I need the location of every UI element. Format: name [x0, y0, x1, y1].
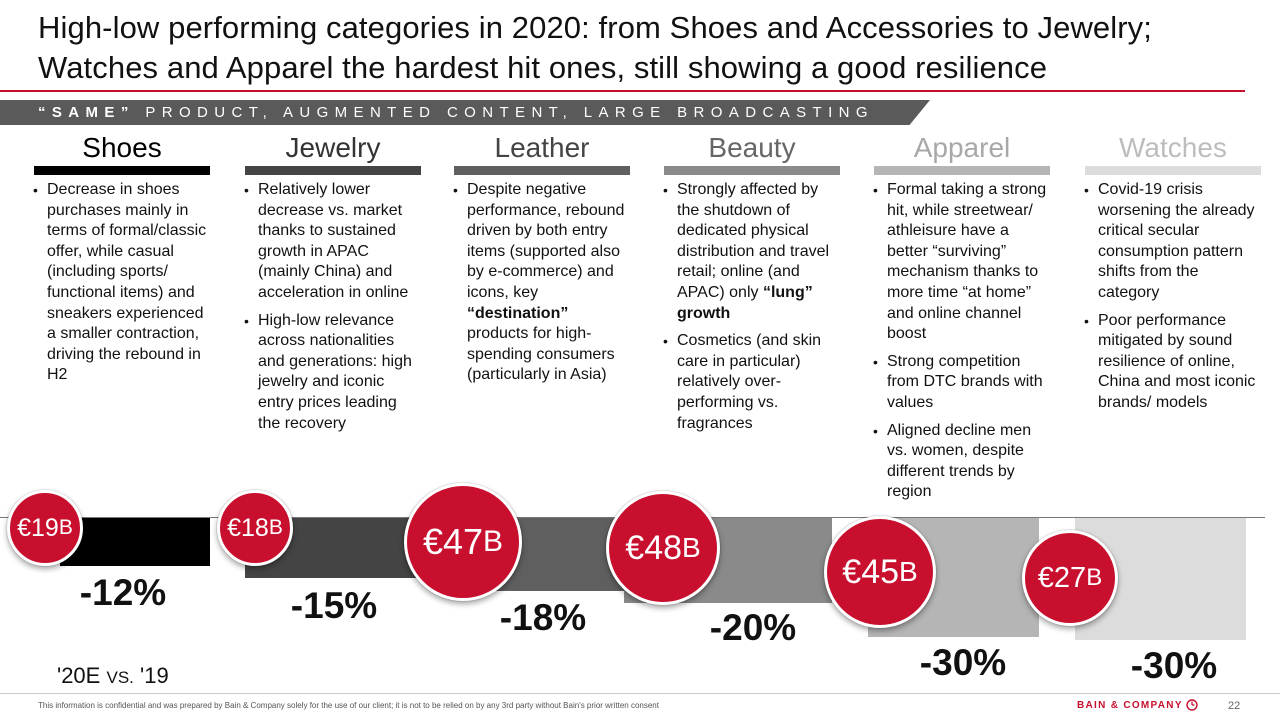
change-label-shoes: -12% — [79, 572, 167, 613]
slide-title: High-low performing categories in 2020: … — [38, 10, 1152, 85]
bullet-text: Strongly affected by the shutdown of ded… — [677, 181, 830, 301]
bullet-item: Decrease in shoes purchases mainly in te… — [33, 180, 210, 386]
market-size-value: €47 — [422, 521, 484, 562]
category-bullets-watches: Covid-19 crisis worsening the already cr… — [1084, 180, 1261, 414]
bullet-item: Cosmetics (and skin care in particular) … — [663, 331, 840, 434]
footer-divider — [0, 693, 1280, 694]
bullet-text: Cosmetics (and skin care in particular) … — [677, 332, 822, 432]
legend-year-a: '20E — [57, 663, 101, 688]
category-bullets-apparel: Formal taking a strong hit, while street… — [873, 180, 1050, 503]
bullet-text: Covid-19 crisis worsening the already cr… — [1098, 181, 1255, 301]
market-size-value: €19 — [17, 513, 59, 542]
bullet-text: Poor performance mitigated by sound resi… — [1098, 311, 1256, 411]
category-underline-watches — [1085, 166, 1261, 175]
legend-year-b: '19 — [140, 663, 169, 688]
category-underline-leather — [454, 166, 630, 175]
banner-rest-text: PRODUCT, AUGMENTED CONTENT, LARGE BROADC… — [145, 104, 874, 121]
category-column-leather: Leather Despite negative performance, reb… — [453, 130, 630, 393]
banner-bold-text: “SAME” — [38, 104, 135, 121]
category-underline-jewelry — [245, 166, 421, 175]
bullet-emphasis-text: “lung” growth — [677, 283, 813, 322]
category-underline-beauty — [664, 166, 840, 175]
decline-bar-shoes — [60, 518, 210, 566]
category-header-leather: Leather — [494, 132, 590, 163]
confidentiality-footnote: This information is confidential and was… — [38, 701, 659, 710]
market-size-unit: B — [1086, 564, 1103, 591]
market-size-bubble-apparel: €45 B — [824, 516, 936, 628]
market-size-unit: B — [58, 516, 73, 539]
market-size-bubble-beauty: €48 B — [606, 491, 720, 605]
change-label-leather: -18% — [499, 597, 587, 638]
market-size-unit: B — [483, 525, 504, 558]
bullet-item: Formal taking a strong hit, while street… — [873, 180, 1050, 345]
bullet-item: Relatively lower decrease vs. market tha… — [244, 180, 421, 304]
category-column-apparel: Apparel Formal taking a strong hit, while… — [873, 130, 1050, 510]
bullet-item: Poor performance mitigated by sound resi… — [1084, 311, 1261, 414]
market-size-unit: B — [268, 516, 283, 539]
bullet-item: Covid-19 crisis worsening the already cr… — [1084, 180, 1261, 304]
banner-text: “SAME” PRODUCT, AUGMENTED CONTENT, LARGE… — [38, 104, 874, 121]
legend-vs: VS. — [106, 668, 134, 687]
page-number: 22 — [1228, 700, 1241, 712]
bullet-text: High-low relevance across nationalities … — [258, 311, 412, 432]
bullet-emphasis-text: “destination” — [467, 304, 569, 322]
bullet-item: Strong competition from DTC brands with … — [873, 352, 1050, 414]
change-label-watches: -30% — [1130, 645, 1218, 686]
category-column-watches: Watches Covid-19 crisis worsening the alr… — [1084, 130, 1261, 421]
category-bullets-jewelry: Relatively lower decrease vs. market tha… — [244, 180, 421, 435]
comparison-legend: '20E VS. '19 — [57, 663, 169, 689]
title-divider — [0, 90, 1245, 92]
category-header-watches: Watches — [1119, 132, 1227, 163]
bullet-item: Despite negative performance, rebound dr… — [453, 180, 630, 386]
bullet-item: Aligned decline men vs. women, despite d… — [873, 421, 1050, 503]
category-bullets-leather: Despite negative performance, rebound dr… — [453, 180, 630, 386]
category-column-beauty: Beauty Strongly affected by the shutdown … — [663, 130, 840, 441]
market-size-unit: B — [682, 532, 701, 563]
market-size-value: €45 — [842, 552, 900, 591]
bullet-text: Despite negative performance, rebound dr… — [467, 181, 625, 301]
category-underline-shoes — [34, 166, 210, 175]
bullet-item: Strongly affected by the shutdown of ded… — [663, 180, 840, 324]
bullet-text: Decrease in shoes purchases mainly in te… — [47, 181, 207, 384]
category-header-jewelry: Jewelry — [285, 132, 381, 163]
category-bullets-shoes: Decrease in shoes purchases mainly in te… — [33, 180, 210, 386]
market-size-value: €18 — [227, 513, 269, 542]
bullet-text: products for high-spending consumers (pa… — [467, 325, 615, 384]
bullet-text: Formal taking a strong hit, while street… — [887, 181, 1047, 343]
bullet-text: Aligned decline men vs. women, despite d… — [887, 421, 1032, 501]
brand-logo-text: BAIN & COMPANY — [1077, 700, 1183, 711]
bullet-text: Strong competition from DTC brands with … — [887, 352, 1043, 411]
bullet-text: Relatively lower decrease vs. market tha… — [258, 181, 409, 301]
category-header-beauty: Beauty — [708, 132, 796, 163]
market-size-bubble-watches: €27 B — [1022, 530, 1118, 626]
change-label-jewelry: -15% — [290, 585, 378, 626]
category-bullets-beauty: Strongly affected by the shutdown of ded… — [663, 180, 840, 434]
change-label-apparel: -30% — [919, 642, 1007, 683]
category-header-apparel: Apparel — [913, 132, 1011, 163]
market-size-value: €27 — [1037, 561, 1087, 594]
bullet-item: High-low relevance across nationalities … — [244, 311, 421, 435]
section-banner: “SAME” PRODUCT, AUGMENTED CONTENT, LARGE… — [0, 100, 930, 125]
change-label-beauty: -20% — [709, 607, 797, 648]
market-size-value: €48 — [625, 528, 683, 567]
market-size-bubble-shoes: €19 B — [7, 490, 83, 566]
market-size-bubble-jewelry: €18 B — [217, 490, 293, 566]
category-underline-apparel — [874, 166, 1050, 175]
category-header-shoes: Shoes — [82, 132, 162, 163]
brand-clock-icon — [1186, 699, 1198, 711]
category-column-jewelry: Jewelry Relatively lower decrease vs. mar… — [244, 130, 421, 441]
market-size-bubble-leather: €47 B — [404, 483, 522, 601]
category-column-shoes: Shoes Decrease in shoes purchases mainly … — [33, 130, 210, 393]
market-size-unit: B — [899, 556, 918, 587]
